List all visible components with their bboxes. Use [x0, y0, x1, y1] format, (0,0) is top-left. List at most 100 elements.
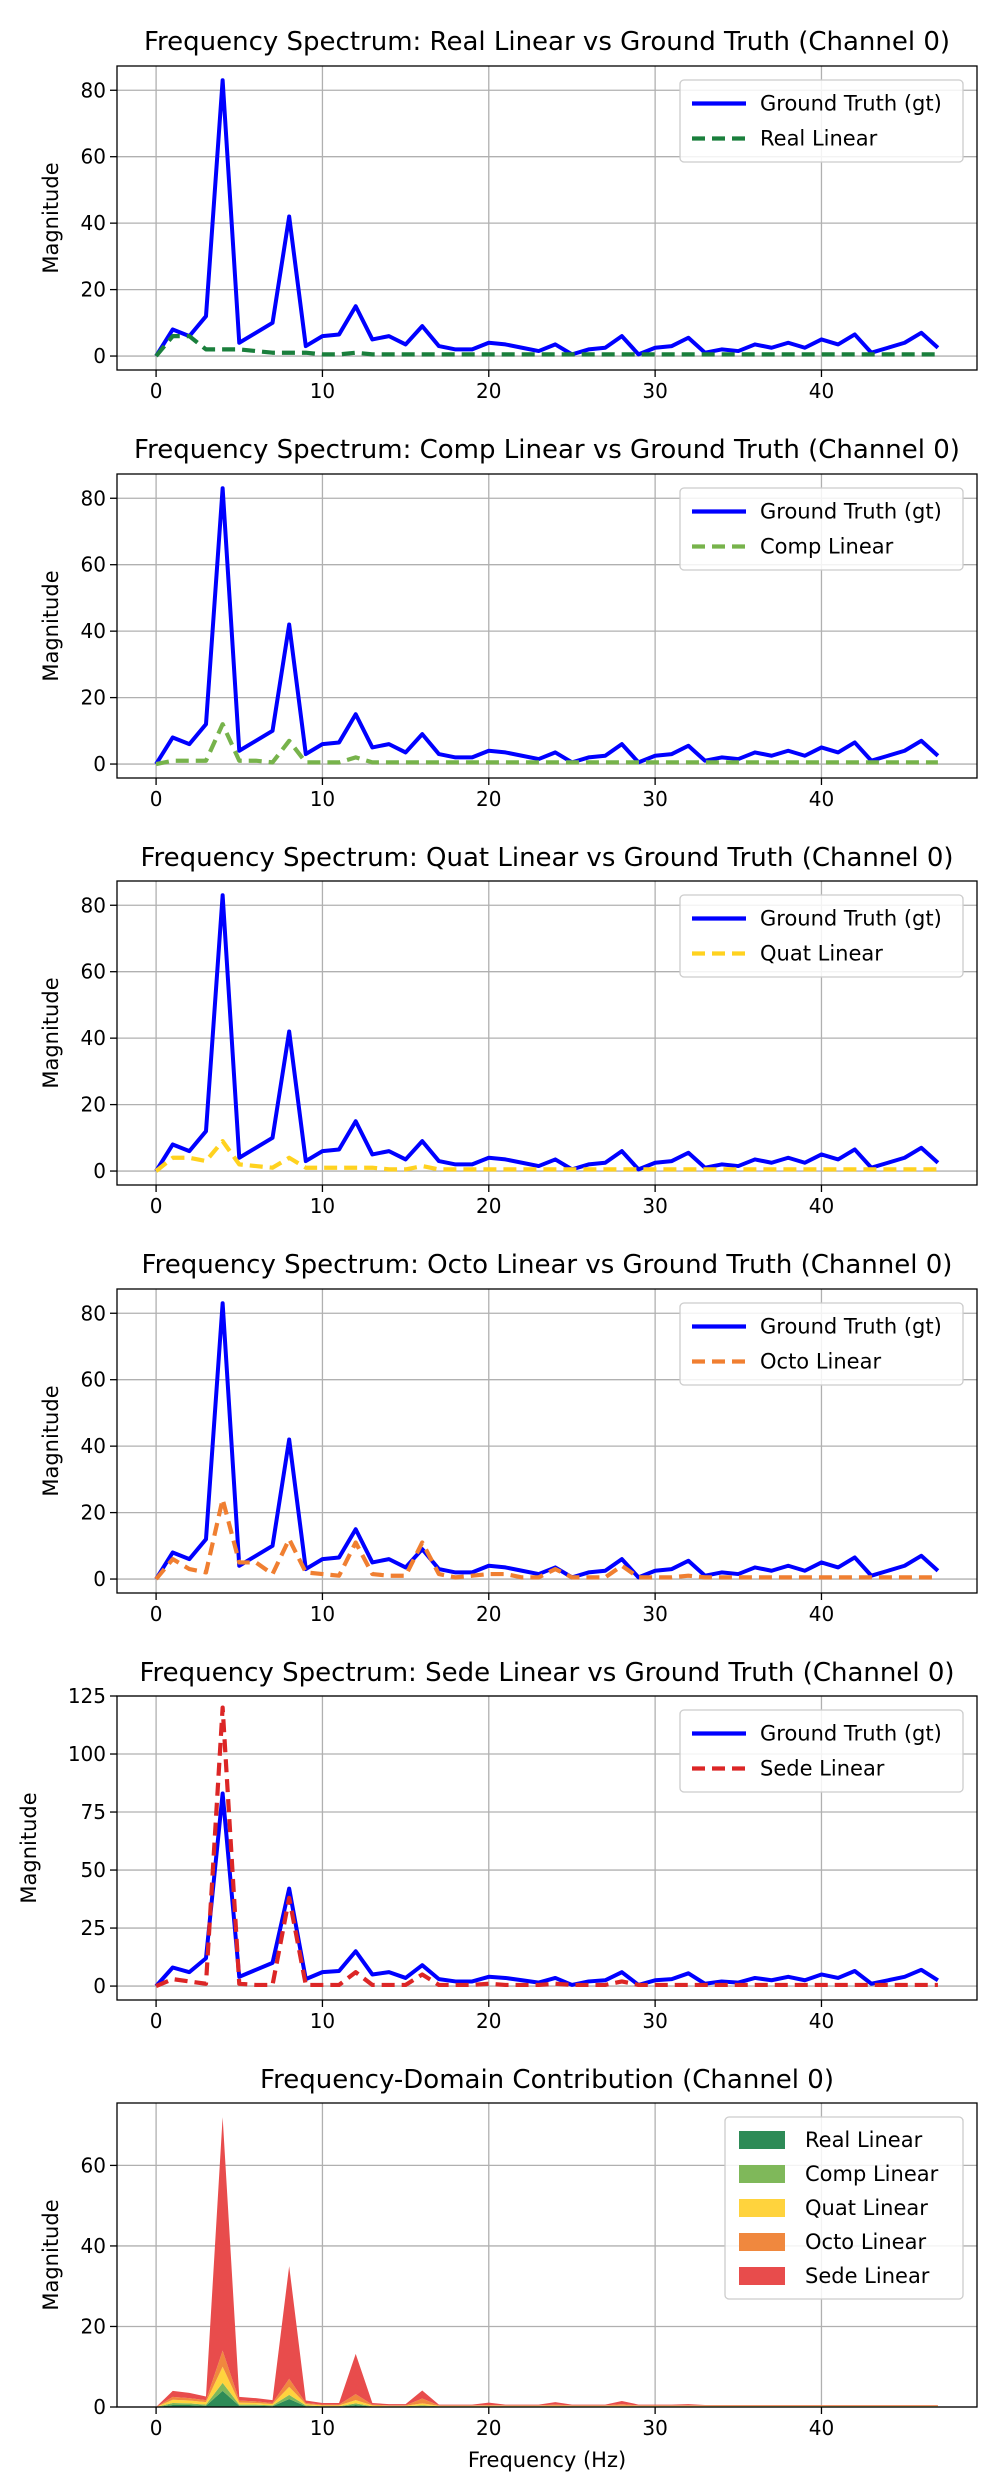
- y-tick-label: 0: [93, 2395, 106, 2419]
- series-line-quat-linear: [154, 1139, 938, 1173]
- x-tick-label: 40: [809, 787, 834, 811]
- y-tick-label: 100: [68, 1742, 106, 1766]
- x-tick-label: 20: [476, 379, 501, 403]
- legend-label-ground-truth-gt-: Ground Truth (gt): [760, 92, 942, 116]
- legend-label-ground-truth-gt-: Ground Truth (gt): [760, 1315, 942, 1339]
- chart-panel-6: Frequency-Domain Contribution (Channel 0…: [39, 2065, 978, 2472]
- y-tick-label: 60: [81, 145, 106, 169]
- x-tick-label: 20: [476, 2416, 501, 2440]
- axes-frame: [116, 473, 978, 779]
- chart-title: Frequency-Domain Contribution (Channel 0…: [260, 2065, 834, 2095]
- legend: Ground Truth (gt) Real Linear: [679, 79, 964, 163]
- x-tick-label: 20: [476, 1194, 501, 1218]
- legend-label-octo-linear: Octo Linear: [760, 1350, 881, 1374]
- x-tick-label: 30: [642, 379, 667, 403]
- y-tick-label: 80: [81, 893, 106, 917]
- x-tick-label: 10: [310, 2416, 335, 2440]
- x-ticks: 0 10 20 30 40: [150, 778, 834, 811]
- legend-box: [679, 1302, 964, 1386]
- y-tick-label: 0: [93, 1974, 106, 1998]
- legend-box: [679, 487, 964, 571]
- series-line-ground-truth-gt-: [154, 1301, 940, 1581]
- plot-area: [156, 2117, 938, 2407]
- legend: Ground Truth (gt) Comp Linear: [679, 487, 964, 571]
- y-tick-label: 80: [81, 1301, 106, 1325]
- plot-area: [154, 1301, 940, 1581]
- plot-area: [154, 486, 940, 767]
- chart-title: Frequency Spectrum: Sede Linear vs Groun…: [139, 1658, 954, 1688]
- x-ticks: 0 10 20 30 40: [150, 2000, 834, 2033]
- x-tick-label: 0: [150, 379, 163, 403]
- y-tick-label: 20: [81, 1501, 106, 1525]
- legend: Ground Truth (gt) Sede Linear: [679, 1709, 964, 1793]
- legend-label-real-linear: Real Linear: [805, 2128, 923, 2152]
- legend-swatch-comp-linear: [739, 2165, 785, 2183]
- series-line-ground-truth-gt-: [154, 78, 940, 358]
- y-ticks: 0 20 40 60 80: [81, 78, 117, 368]
- y-axis-label: Magnitude: [39, 2199, 63, 2310]
- y-ticks: 0 20 40 60 80: [81, 893, 117, 1183]
- y-tick-label: 60: [81, 553, 106, 577]
- x-tick-label: 40: [809, 379, 834, 403]
- x-tick-label: 30: [642, 2416, 667, 2440]
- legend-box: [679, 1709, 964, 1793]
- series-line-ground-truth-gt-: [154, 486, 940, 766]
- x-tick-label: 10: [310, 2009, 335, 2033]
- series-line-real-linear: [154, 334, 938, 358]
- y-tick-label: 0: [93, 752, 106, 776]
- y-axis-label: Magnitude: [39, 977, 63, 1088]
- series-area-real-linear: [156, 2390, 938, 2407]
- chart-title: Frequency Spectrum: Real Linear vs Groun…: [144, 27, 950, 57]
- axes-frame: [116, 65, 978, 371]
- legend: Real Linear Comp Linear Quat Linear Octo Li…: [724, 2116, 964, 2300]
- x-ticks: 0 10 20 30 40: [150, 1593, 834, 1626]
- axes-frame: [116, 2102, 978, 2408]
- x-ticks: 0 10 20 30 40: [150, 2407, 834, 2440]
- x-tick-label: 20: [476, 1602, 501, 1626]
- x-ticks: 0 10 20 30 40: [150, 1185, 834, 1218]
- y-tick-label: 60: [81, 2153, 106, 2177]
- x-tick-label: 0: [150, 2009, 163, 2033]
- x-tick-label: 20: [476, 787, 501, 811]
- axes-frame: [116, 1695, 978, 2001]
- legend-label-octo-linear: Octo Linear: [805, 2230, 926, 2254]
- y-tick-label: 40: [81, 1434, 106, 1458]
- legend-label-real-linear: Real Linear: [760, 127, 878, 151]
- x-axis-label: Frequency (Hz): [468, 2448, 626, 2472]
- legend-label-comp-linear: Comp Linear: [760, 535, 894, 559]
- y-axis-label: Magnitude: [39, 162, 63, 273]
- x-tick-label: 0: [150, 2416, 163, 2440]
- y-tick-label: 20: [81, 2314, 106, 2338]
- y-tick-label: 0: [93, 1159, 106, 1183]
- x-tick-label: 40: [809, 1194, 834, 1218]
- chart-panel-3: Frequency Spectrum: Quat Linear vs Groun…: [39, 843, 978, 1218]
- chart-panel-4: Frequency Spectrum: Octo Linear vs Groun…: [39, 1250, 978, 1626]
- x-tick-label: 10: [310, 1194, 335, 1218]
- plot-area: [154, 893, 940, 1173]
- x-tick-label: 10: [310, 787, 335, 811]
- x-tick-label: 30: [642, 1194, 667, 1218]
- y-tick-label: 50: [81, 1858, 106, 1882]
- axes-frame: [116, 1288, 978, 1594]
- x-tick-label: 30: [642, 1602, 667, 1626]
- y-tick-label: 125: [68, 1684, 106, 1708]
- axes-frame: [116, 880, 978, 1186]
- chart-panel-5: Frequency Spectrum: Sede Linear vs Groun…: [17, 1658, 978, 2033]
- y-tick-label: 20: [81, 686, 106, 710]
- y-tick-label: 40: [81, 1026, 106, 1050]
- legend-label-sede-linear: Sede Linear: [760, 1757, 885, 1781]
- chart-panel-2: Frequency Spectrum: Comp Linear vs Groun…: [39, 435, 978, 811]
- y-tick-label: 25: [81, 1916, 106, 1940]
- y-tick-label: 80: [81, 486, 106, 510]
- y-axis-label: Magnitude: [17, 1792, 41, 1903]
- legend-swatch-real-linear: [739, 2131, 785, 2149]
- legend-label-ground-truth-gt-: Ground Truth (gt): [760, 1722, 942, 1746]
- x-tick-label: 0: [150, 1194, 163, 1218]
- legend-box: [679, 894, 964, 978]
- y-ticks: 0 20 40 60 80: [81, 1301, 117, 1591]
- series-line-ground-truth-gt-: [154, 893, 940, 1173]
- y-tick-label: 0: [93, 1567, 106, 1591]
- chart-title: Frequency Spectrum: Quat Linear vs Groun…: [140, 843, 953, 873]
- x-tick-label: 40: [809, 2009, 834, 2033]
